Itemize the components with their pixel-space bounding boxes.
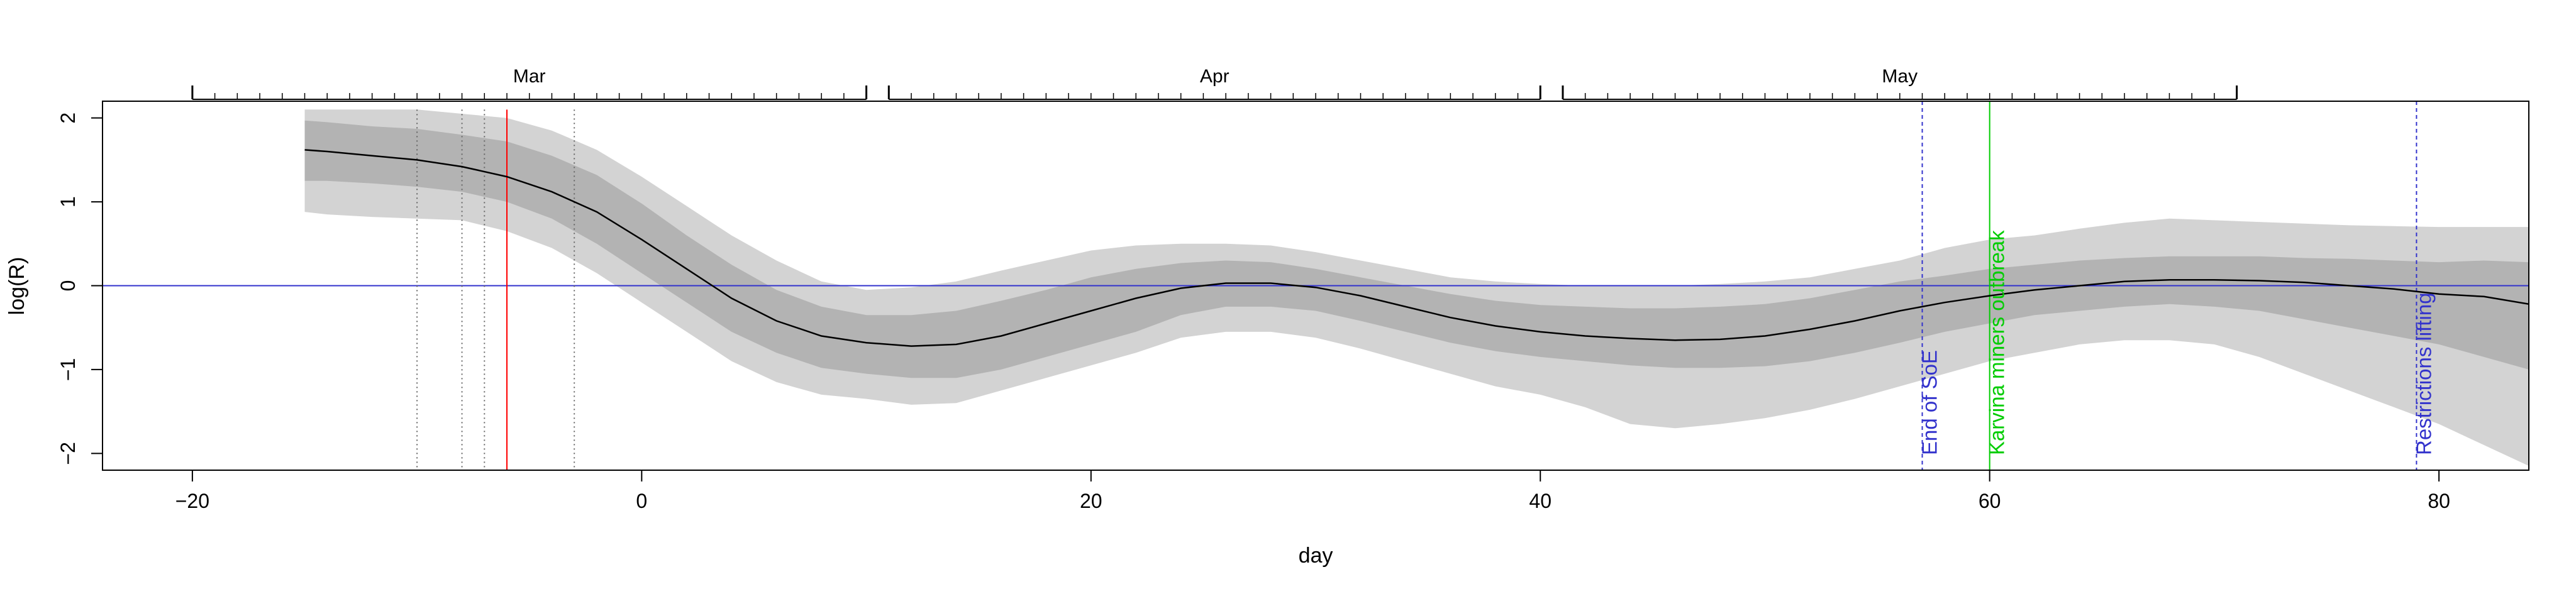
y-axis: −2 −1 0 1 2 (57, 113, 103, 465)
x-tick-label: 0 (636, 490, 647, 512)
y-tick-label: 2 (57, 113, 79, 124)
y-tick-label: 0 (57, 280, 79, 292)
y-axis-title: log(R) (5, 257, 29, 316)
y-tick-label: 1 (57, 196, 79, 207)
median-line (304, 149, 2529, 347)
x-axis: −20 0 20 40 60 80 (175, 470, 2450, 512)
x-tick-label: 40 (1529, 490, 1552, 512)
x-axis-title: day (1299, 544, 1333, 568)
x-tick-label: 20 (1080, 490, 1102, 512)
month-axis: Mar Apr May (191, 66, 2238, 100)
month-label: Apr (1200, 66, 1230, 87)
inner-credible-band (304, 120, 2529, 378)
event-markers (416, 101, 2418, 470)
x-tick-label: 80 (2428, 490, 2450, 512)
event-marker-label: Karvina miners outbreak (1985, 230, 2009, 455)
y-tick-label: −1 (57, 358, 79, 381)
month-label: Mar (513, 66, 546, 87)
plot-area (103, 101, 2529, 470)
event-marker-label: Restrictions lifting (2412, 292, 2435, 455)
x-tick-label: 60 (1979, 490, 2001, 512)
month-label: May (1882, 66, 1918, 87)
event-marker-label: End of SoE (1918, 350, 1941, 455)
outer-credible-band (304, 109, 2529, 466)
x-tick-label: −20 (175, 490, 209, 512)
event-marker-labels: End of SoE Karvina miners outbreak Restric… (1918, 230, 2436, 455)
y-tick-label: −2 (57, 442, 79, 465)
